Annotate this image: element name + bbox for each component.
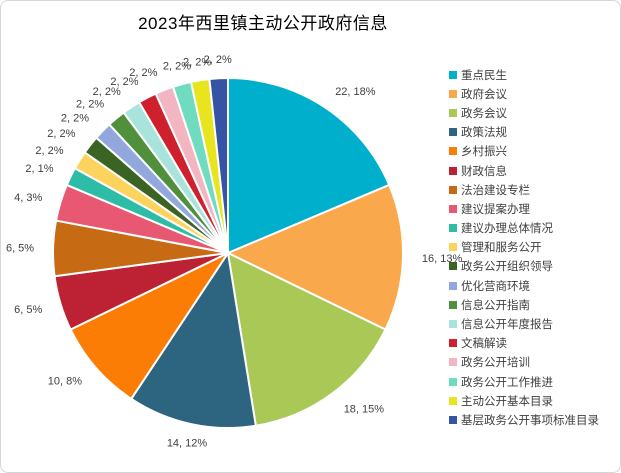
legend-label: 主动公开基本目录 <box>461 395 553 408</box>
legend-swatch-icon <box>449 281 457 290</box>
legend-label: 政策法规 <box>461 127 507 140</box>
pie-slice-19[interactable] <box>208 76 229 254</box>
slice-label-3: 18, 15% <box>344 404 385 416</box>
legend-label: 重点民生 <box>461 69 507 82</box>
legend-swatch-icon <box>449 300 457 309</box>
slice-label-17: 2, 2% <box>163 61 191 73</box>
legend-label: 法治建设专栏 <box>461 184 530 197</box>
pie-slice-3[interactable] <box>227 252 387 427</box>
legend-swatch-icon <box>449 358 457 367</box>
legend: 重点民生政府会议政务会议政策法规乡村振兴财政信息法治建设专栏 建议提案办理建议办理… <box>449 65 619 430</box>
pie-slice-4[interactable] <box>130 252 257 429</box>
legend-item-13[interactable]: 信息公开指南 <box>449 295 619 314</box>
slice-label-6: 6, 5% <box>14 304 42 316</box>
legend-swatch-icon <box>449 89 457 98</box>
slice-label-15: 2, 2% <box>110 76 138 88</box>
legend-swatch-icon <box>449 262 457 271</box>
legend-swatch-icon <box>449 70 457 79</box>
legend-swatch-icon <box>449 108 457 117</box>
legend-label: 政务公开培训 <box>461 357 530 370</box>
legend-swatch-icon <box>449 147 457 156</box>
slice-label-11: 2, 2% <box>47 128 75 140</box>
legend-label: 财政信息 <box>461 165 507 178</box>
legend-item-1[interactable]: 重点民生 <box>449 65 619 84</box>
legend-item-16[interactable]: 政务公开培训 <box>449 353 619 372</box>
legend-swatch-icon <box>449 377 457 386</box>
legend-item-5[interactable]: 乡村振兴 <box>449 142 619 161</box>
legend-item-14[interactable]: 信息公开年度报告 <box>449 314 619 333</box>
slice-label-10: 2, 2% <box>35 145 63 157</box>
slice-label-4: 14, 12% <box>167 437 208 449</box>
legend-item-12[interactable]: 优化营商环境 <box>449 276 619 295</box>
legend-label: 优化营商环境 <box>461 280 530 293</box>
legend-item-6[interactable]: 财政信息 <box>449 161 619 180</box>
slice-label-1: 22, 18% <box>335 86 376 98</box>
slice-label-14: 2, 2% <box>93 86 121 98</box>
legend-label: 信息公开年度报告 <box>461 319 553 332</box>
legend-item-8[interactable]: 建议提案办理 <box>449 199 619 218</box>
legend-swatch-icon <box>449 128 457 137</box>
legend-swatch-icon <box>449 320 457 329</box>
slice-label-7: 6, 5% <box>6 243 34 255</box>
chart-title: 2023年西里镇主动公开政府信息 <box>138 14 388 33</box>
slice-label-12: 2, 2% <box>61 113 89 125</box>
slice-label-2: 16, 13% <box>422 253 463 265</box>
legend-swatch-icon <box>449 224 457 233</box>
legend-item-15[interactable]: 文稿解读 <box>449 334 619 353</box>
pie-slice-5[interactable] <box>69 252 229 400</box>
legend-item-2[interactable]: 政府会议 <box>449 84 619 103</box>
pie-slice-2[interactable] <box>227 183 404 331</box>
legend-swatch-icon <box>449 204 457 213</box>
legend-item-7[interactable]: 法治建设专栏 <box>449 180 619 199</box>
legend-label: 乡村振兴 <box>461 146 507 159</box>
legend-item-4[interactable]: 政策法规 <box>449 123 619 142</box>
legend-item-3[interactable]: 政务会议 <box>449 103 619 122</box>
legend-item-9[interactable]: 建议办理总体情况 <box>449 219 619 238</box>
legend-label: 政府会议 <box>461 88 507 101</box>
legend-label: 政务公开工作推进 <box>461 376 553 389</box>
slice-label-5: 10, 8% <box>48 376 82 388</box>
slice-label-16: 2, 2% <box>129 67 157 79</box>
slice-label-9: 2, 1% <box>25 163 53 175</box>
legend-label: 政务公开组织领导 <box>461 261 553 274</box>
legend-label: 基层政务公开事项标准目录 <box>461 414 599 427</box>
legend-item-10[interactable]: 管理和服务公开 <box>449 238 619 257</box>
legend-label: 文稿解读 <box>461 338 507 351</box>
slice-label-13: 2, 2% <box>76 99 104 111</box>
legend-label: 信息公开指南 <box>461 299 530 312</box>
legend-swatch-icon <box>449 415 457 424</box>
legend-label: 政务会议 <box>461 107 507 120</box>
legend-label: 建议提案办理 <box>461 203 530 216</box>
legend-swatch-icon <box>449 185 457 194</box>
legend-swatch-icon <box>449 396 457 405</box>
slice-label-18: 2, 2% <box>183 56 211 68</box>
legend-swatch-icon <box>449 339 457 348</box>
legend-item-19[interactable]: 基层政务公开事项标准目录 <box>449 410 619 429</box>
legend-swatch-icon <box>449 243 457 252</box>
slice-label-8: 4, 3% <box>14 192 42 204</box>
legend-item-18[interactable]: 主动公开基本目录 <box>449 391 619 410</box>
legend-item-17[interactable]: 政务公开工作推进 <box>449 372 619 391</box>
legend-label: 管理和服务公开 <box>461 242 542 255</box>
legend-swatch-icon <box>449 166 457 175</box>
pie-slice-1[interactable] <box>227 77 391 254</box>
legend-item-11[interactable]: 政务公开组织领导 <box>449 257 619 276</box>
legend-label: 建议办理总体情况 <box>461 223 553 236</box>
slice-label-19: 2, 2% <box>204 54 232 66</box>
